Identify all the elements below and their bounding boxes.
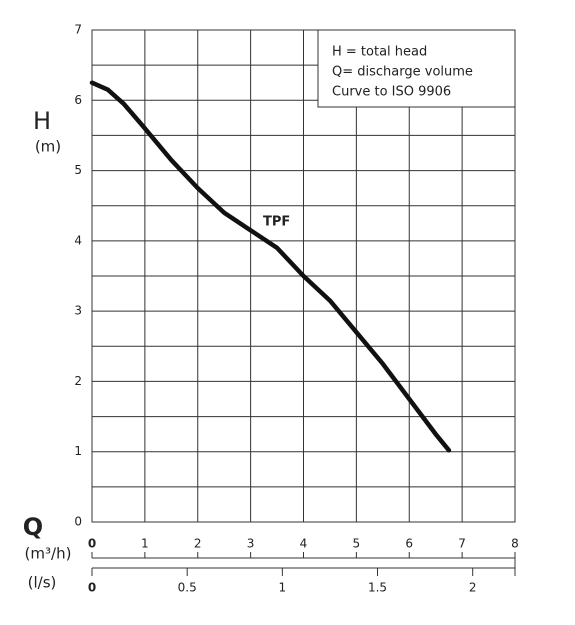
y-tick-label: 4 bbox=[74, 233, 82, 247]
y-tick-label: 3 bbox=[74, 304, 82, 318]
y-tick-label: 0 bbox=[74, 515, 82, 529]
x2-tick-label: 2 bbox=[469, 581, 477, 595]
y-tick-label: 7 bbox=[74, 23, 82, 37]
y-tick-label: 6 bbox=[74, 93, 82, 107]
x2-tick-label: 1 bbox=[279, 581, 287, 595]
note: H = total head bbox=[332, 45, 427, 60]
note: Curve to ISO 9906 bbox=[332, 85, 451, 100]
x-unit: (m³/h) bbox=[25, 545, 72, 563]
y-tick-label: 2 bbox=[74, 374, 82, 388]
x-tick-label: 4 bbox=[300, 537, 308, 551]
y-tick-label: 5 bbox=[74, 163, 82, 177]
y-unit: (m) bbox=[35, 138, 61, 156]
x-label: Q bbox=[23, 513, 43, 541]
x2-tick-label: 1.5 bbox=[368, 581, 387, 595]
x-tick-label: 6 bbox=[405, 537, 413, 551]
x-tick-label: 3 bbox=[247, 537, 255, 551]
plot-frame bbox=[91, 29, 516, 523]
x-tick-label: 7 bbox=[458, 537, 466, 551]
x2-tick-label: 0.5 bbox=[178, 581, 197, 595]
note: Q= discharge volume bbox=[332, 65, 473, 80]
x2-tick-label: 0 bbox=[88, 581, 96, 595]
x-tick-label: 2 bbox=[194, 537, 202, 551]
x2-unit: (l/s) bbox=[28, 574, 57, 592]
y-tick-label: 1 bbox=[74, 444, 82, 458]
x-tick-label: 0 bbox=[88, 537, 96, 551]
x-tick-label: 1 bbox=[141, 537, 149, 551]
x-tick-label: 5 bbox=[353, 537, 361, 551]
y-label: H bbox=[33, 107, 51, 135]
curve bbox=[89, 80, 452, 453]
curve-label: TPF bbox=[263, 215, 290, 230]
x-tick-label: 8 bbox=[511, 537, 519, 551]
